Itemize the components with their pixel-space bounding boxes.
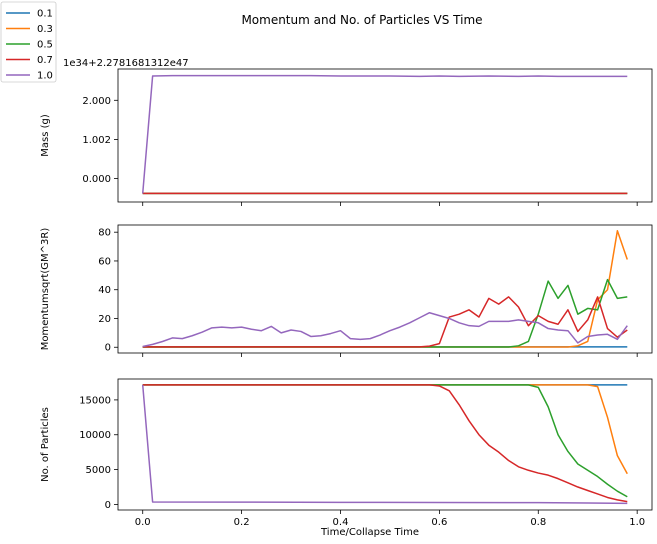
series-line-1.0-panel-3	[141, 384, 628, 505]
y-offset-text-panel-1: 1e34+2.2781681312e47	[63, 58, 189, 69]
y-tick-label-panel-2: 60	[98, 256, 111, 267]
legend-label-0.5: 0.5	[37, 40, 53, 51]
panel-3: 0 5000 10000 15000 0.0 0.2 0.4 0.6 0.8 1.0 No. of …	[40, 378, 653, 528]
panel-2: 0 20 40 60 80 Momentumsqrt(GM^3R)	[40, 224, 653, 357]
legend-label-1.0: 1.0	[37, 71, 53, 82]
axes-frame-panel-1	[117, 68, 653, 203]
series-line-0.3-panel-2	[142, 230, 628, 348]
y-tick-label-panel-3: 0	[105, 500, 111, 511]
axes-frame-panel-2	[117, 224, 653, 354]
legend: 0.1 0.3 0.5 0.7 1.0	[0, 1, 57, 83]
legend-label-0.1: 0.1	[37, 9, 53, 20]
y-tick-label-panel-2: 80	[98, 228, 111, 239]
axes-frame-panel-3	[117, 378, 653, 511]
x-tick-label: 0.8	[530, 517, 546, 528]
y-axis-label-panel-1: Mass (g)	[40, 114, 51, 157]
y-tick-label-panel-2: 20	[98, 314, 111, 325]
x-tick-label: 0.2	[234, 517, 250, 528]
series-line-0.5-panel-2	[142, 278, 628, 348]
y-tick-label-panel-1: 2.000	[82, 96, 111, 107]
y-tick-label-panel-2: 0	[105, 343, 111, 354]
legend-label-0.3: 0.3	[37, 24, 53, 35]
series-line-0.7-panel-2	[142, 296, 628, 348]
legend-frame	[0, 1, 57, 83]
y-tick-label-panel-1: 1.002	[82, 135, 111, 146]
x-axis-label: Time/Collapse Time	[320, 527, 419, 538]
y-tick-label-panel-3: 5000	[86, 465, 111, 476]
y-axis-label-panel-3: No. of Particles	[40, 407, 51, 482]
x-tick-label: 1.0	[629, 517, 645, 528]
chart-title: Momentum and No. of Particles VS Time	[241, 13, 482, 27]
legend-label-0.7: 0.7	[37, 55, 53, 66]
x-tick-label: 0.0	[135, 517, 151, 528]
series-line-0.7-panel-3	[142, 384, 628, 503]
x-tick-label: 0.6	[431, 517, 447, 528]
series-line-1.0-panel-1	[141, 74, 628, 194]
series-line-1.0-panel-2	[142, 311, 628, 348]
y-tick-label-panel-2: 40	[98, 285, 111, 296]
series-line-0.5-panel-3	[142, 384, 628, 498]
y-tick-label-panel-1: 0.000	[82, 174, 111, 185]
y-axis-label-panel-2: Momentumsqrt(GM^3R)	[40, 228, 51, 351]
panel-1: 0.000 1.002 2.000 Mass (g) 1e34+2.2781681312…	[40, 58, 653, 206]
y-tick-label-panel-3: 15000	[79, 395, 111, 406]
x-tick-label: 0.4	[333, 517, 349, 528]
y-tick-label-panel-3: 10000	[79, 430, 111, 441]
